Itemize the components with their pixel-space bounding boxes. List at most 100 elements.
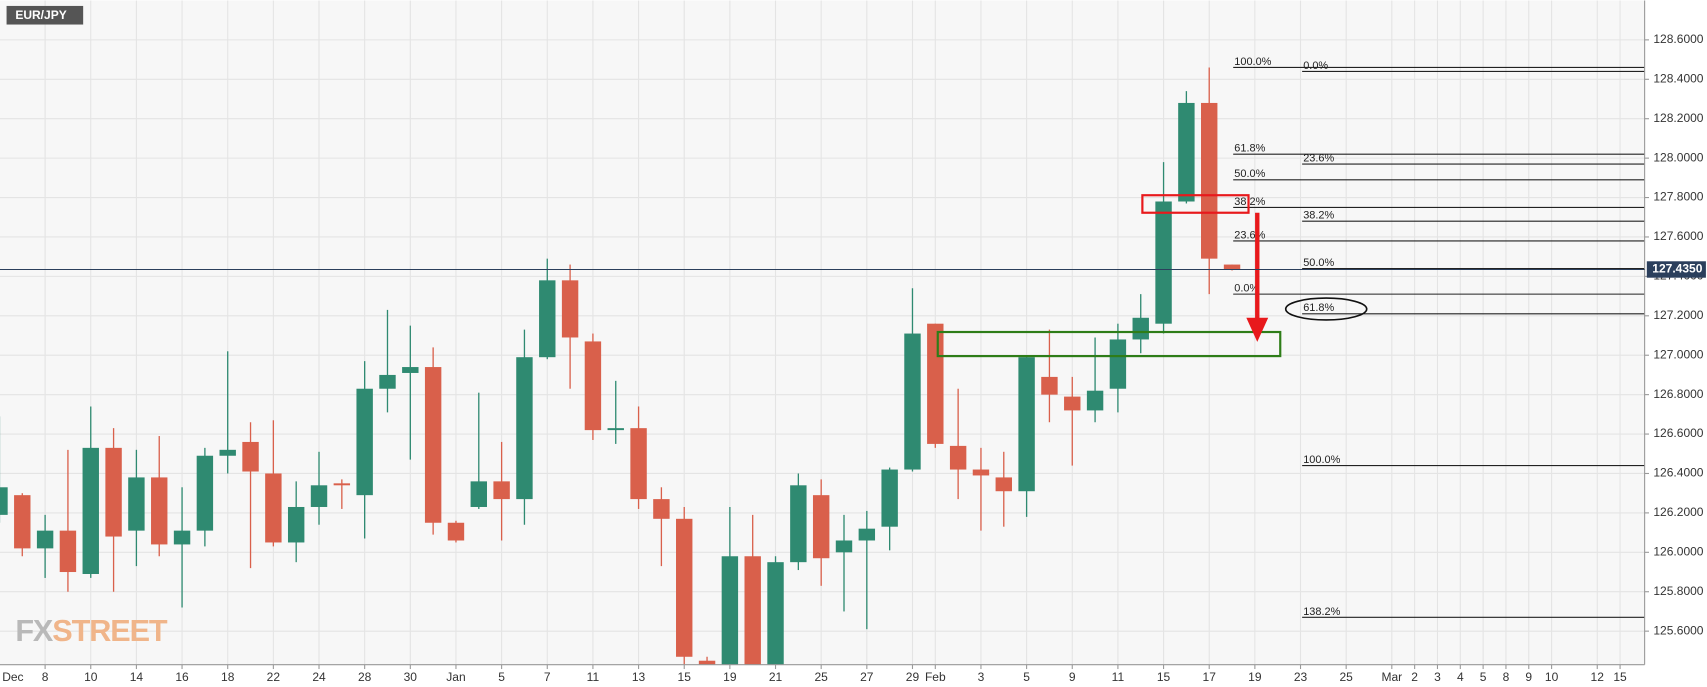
x-tick-label: 15 bbox=[1613, 670, 1627, 684]
fib-label: 138.2% bbox=[1303, 606, 1340, 618]
watermark-street: STREET bbox=[52, 614, 168, 648]
x-tick-label: 17 bbox=[1203, 670, 1217, 684]
candle-body bbox=[721, 556, 739, 665]
fib-label: 61.8% bbox=[1303, 302, 1334, 314]
x-tick-label: 12 bbox=[1591, 670, 1605, 684]
x-tick-label: 25 bbox=[814, 670, 828, 684]
candle-body bbox=[82, 447, 99, 574]
x-tick-label: Mar bbox=[1381, 670, 1402, 684]
candle-body bbox=[972, 469, 990, 476]
y-tick-label: 126.8000 bbox=[1653, 387, 1703, 401]
highlight-ellipse bbox=[1284, 297, 1368, 321]
candle-body bbox=[790, 485, 807, 563]
candle-body bbox=[36, 530, 54, 549]
candle-body bbox=[242, 441, 259, 472]
chart-title: EUR/JPY bbox=[15, 8, 66, 22]
y-tick-label: 127.2000 bbox=[1653, 308, 1703, 322]
candle-body bbox=[356, 388, 373, 496]
y-tick-label: 128.4000 bbox=[1653, 71, 1703, 85]
x-tick-label: 23 bbox=[1294, 670, 1308, 684]
candle-body bbox=[607, 428, 624, 431]
down-arrow-head bbox=[1246, 317, 1269, 342]
x-tick-label: 5 bbox=[1023, 670, 1030, 684]
candle-body bbox=[1018, 357, 1035, 492]
candle-body bbox=[1155, 201, 1172, 324]
candle-body bbox=[812, 495, 830, 559]
watermark: FXSTREET bbox=[15, 614, 168, 648]
fib-label: 100.0% bbox=[1303, 454, 1340, 466]
x-tick-label: 19 bbox=[1248, 670, 1262, 684]
x-tick-label: 11 bbox=[1112, 670, 1125, 684]
fib-label: 50.0% bbox=[1234, 168, 1265, 180]
y-tick-label: 125.6000 bbox=[1653, 623, 1703, 637]
candle-body bbox=[904, 333, 921, 470]
x-tick-label: 5 bbox=[1480, 670, 1487, 684]
candle-body bbox=[310, 485, 328, 507]
candle-body bbox=[767, 562, 784, 665]
candle-body bbox=[196, 455, 214, 531]
x-tick-label: 16 bbox=[175, 670, 189, 684]
candle-body bbox=[1178, 102, 1195, 202]
x-tick-label: 24 bbox=[312, 670, 326, 684]
x-tick-label: 5 bbox=[498, 670, 505, 684]
candle-body bbox=[402, 367, 419, 373]
x-tick-label: 9 bbox=[1069, 670, 1076, 684]
x-tick-label: 13 bbox=[632, 670, 646, 684]
x-tick-label: 14 bbox=[130, 670, 144, 684]
y-tick-label: 126.4000 bbox=[1653, 466, 1703, 480]
candle-body bbox=[287, 506, 305, 543]
fib-label: 38.2% bbox=[1303, 210, 1334, 222]
candle-body bbox=[265, 473, 282, 543]
x-tick-label: 27 bbox=[860, 670, 874, 684]
candle-body bbox=[1223, 264, 1241, 270]
candle-body bbox=[0, 487, 8, 515]
x-tick-label: 29 bbox=[906, 670, 920, 684]
candle-body bbox=[995, 477, 1012, 492]
candle-body bbox=[14, 495, 31, 549]
x-tick-label: 8 bbox=[1503, 670, 1510, 684]
x-tick-label: 28 bbox=[358, 670, 372, 684]
x-tick-label: 9 bbox=[1525, 670, 1532, 684]
candle-body bbox=[539, 280, 556, 358]
candle-body bbox=[333, 483, 351, 486]
candle-body bbox=[1086, 390, 1104, 411]
x-tick-label: 19 bbox=[723, 670, 737, 684]
x-tick-label: Jan bbox=[446, 670, 465, 684]
fib-label: 0.0% bbox=[1303, 60, 1328, 72]
x-tick-label: 10 bbox=[84, 670, 98, 684]
x-tick-label: 2 bbox=[1411, 670, 1418, 684]
candle-body bbox=[561, 280, 579, 338]
support-box bbox=[936, 330, 1282, 358]
candle-body bbox=[1041, 376, 1058, 395]
candle-body bbox=[105, 447, 122, 537]
fib-label: 50.0% bbox=[1303, 257, 1334, 269]
fibonacci-levels: 100.0% 61.8% 50.0% 38.2% 23.6% 0.0% 0.0% 23.6% 3… bbox=[1233, 56, 1645, 618]
x-tick-label: Feb bbox=[925, 670, 946, 684]
axes: 125.6000 125.8000 126.0000 126.2000 126.4000… bbox=[0, 32, 1706, 684]
x-tick-label: 22 bbox=[267, 670, 281, 684]
candle-body bbox=[835, 540, 853, 553]
candle-body bbox=[630, 428, 647, 500]
candle-body bbox=[676, 518, 693, 657]
candle-body bbox=[881, 469, 898, 527]
candle-body bbox=[653, 499, 670, 519]
x-tick-label: 10 bbox=[1545, 670, 1559, 684]
candle-body bbox=[219, 449, 236, 456]
x-tick-label: 15 bbox=[678, 670, 692, 684]
y-tick-label: 128.2000 bbox=[1653, 111, 1703, 125]
x-tick-label: 21 bbox=[769, 670, 783, 684]
candle-body bbox=[379, 374, 396, 389]
y-tick-label: 127.8000 bbox=[1653, 190, 1703, 204]
candle-body bbox=[698, 660, 716, 665]
candle-body bbox=[173, 530, 191, 545]
x-tick-label: 3 bbox=[1434, 670, 1441, 684]
y-tick-label: 126.0000 bbox=[1653, 544, 1703, 558]
candle-body bbox=[447, 522, 465, 541]
x-tick-label: 15 bbox=[1157, 670, 1171, 684]
candle-body bbox=[516, 357, 533, 500]
y-tick-label: 125.8000 bbox=[1653, 584, 1703, 598]
y-tick-label: 128.6000 bbox=[1653, 32, 1703, 46]
candle-body bbox=[927, 323, 944, 444]
x-tick-label: 3 bbox=[978, 670, 985, 684]
fib-label: 23.6% bbox=[1234, 229, 1265, 241]
